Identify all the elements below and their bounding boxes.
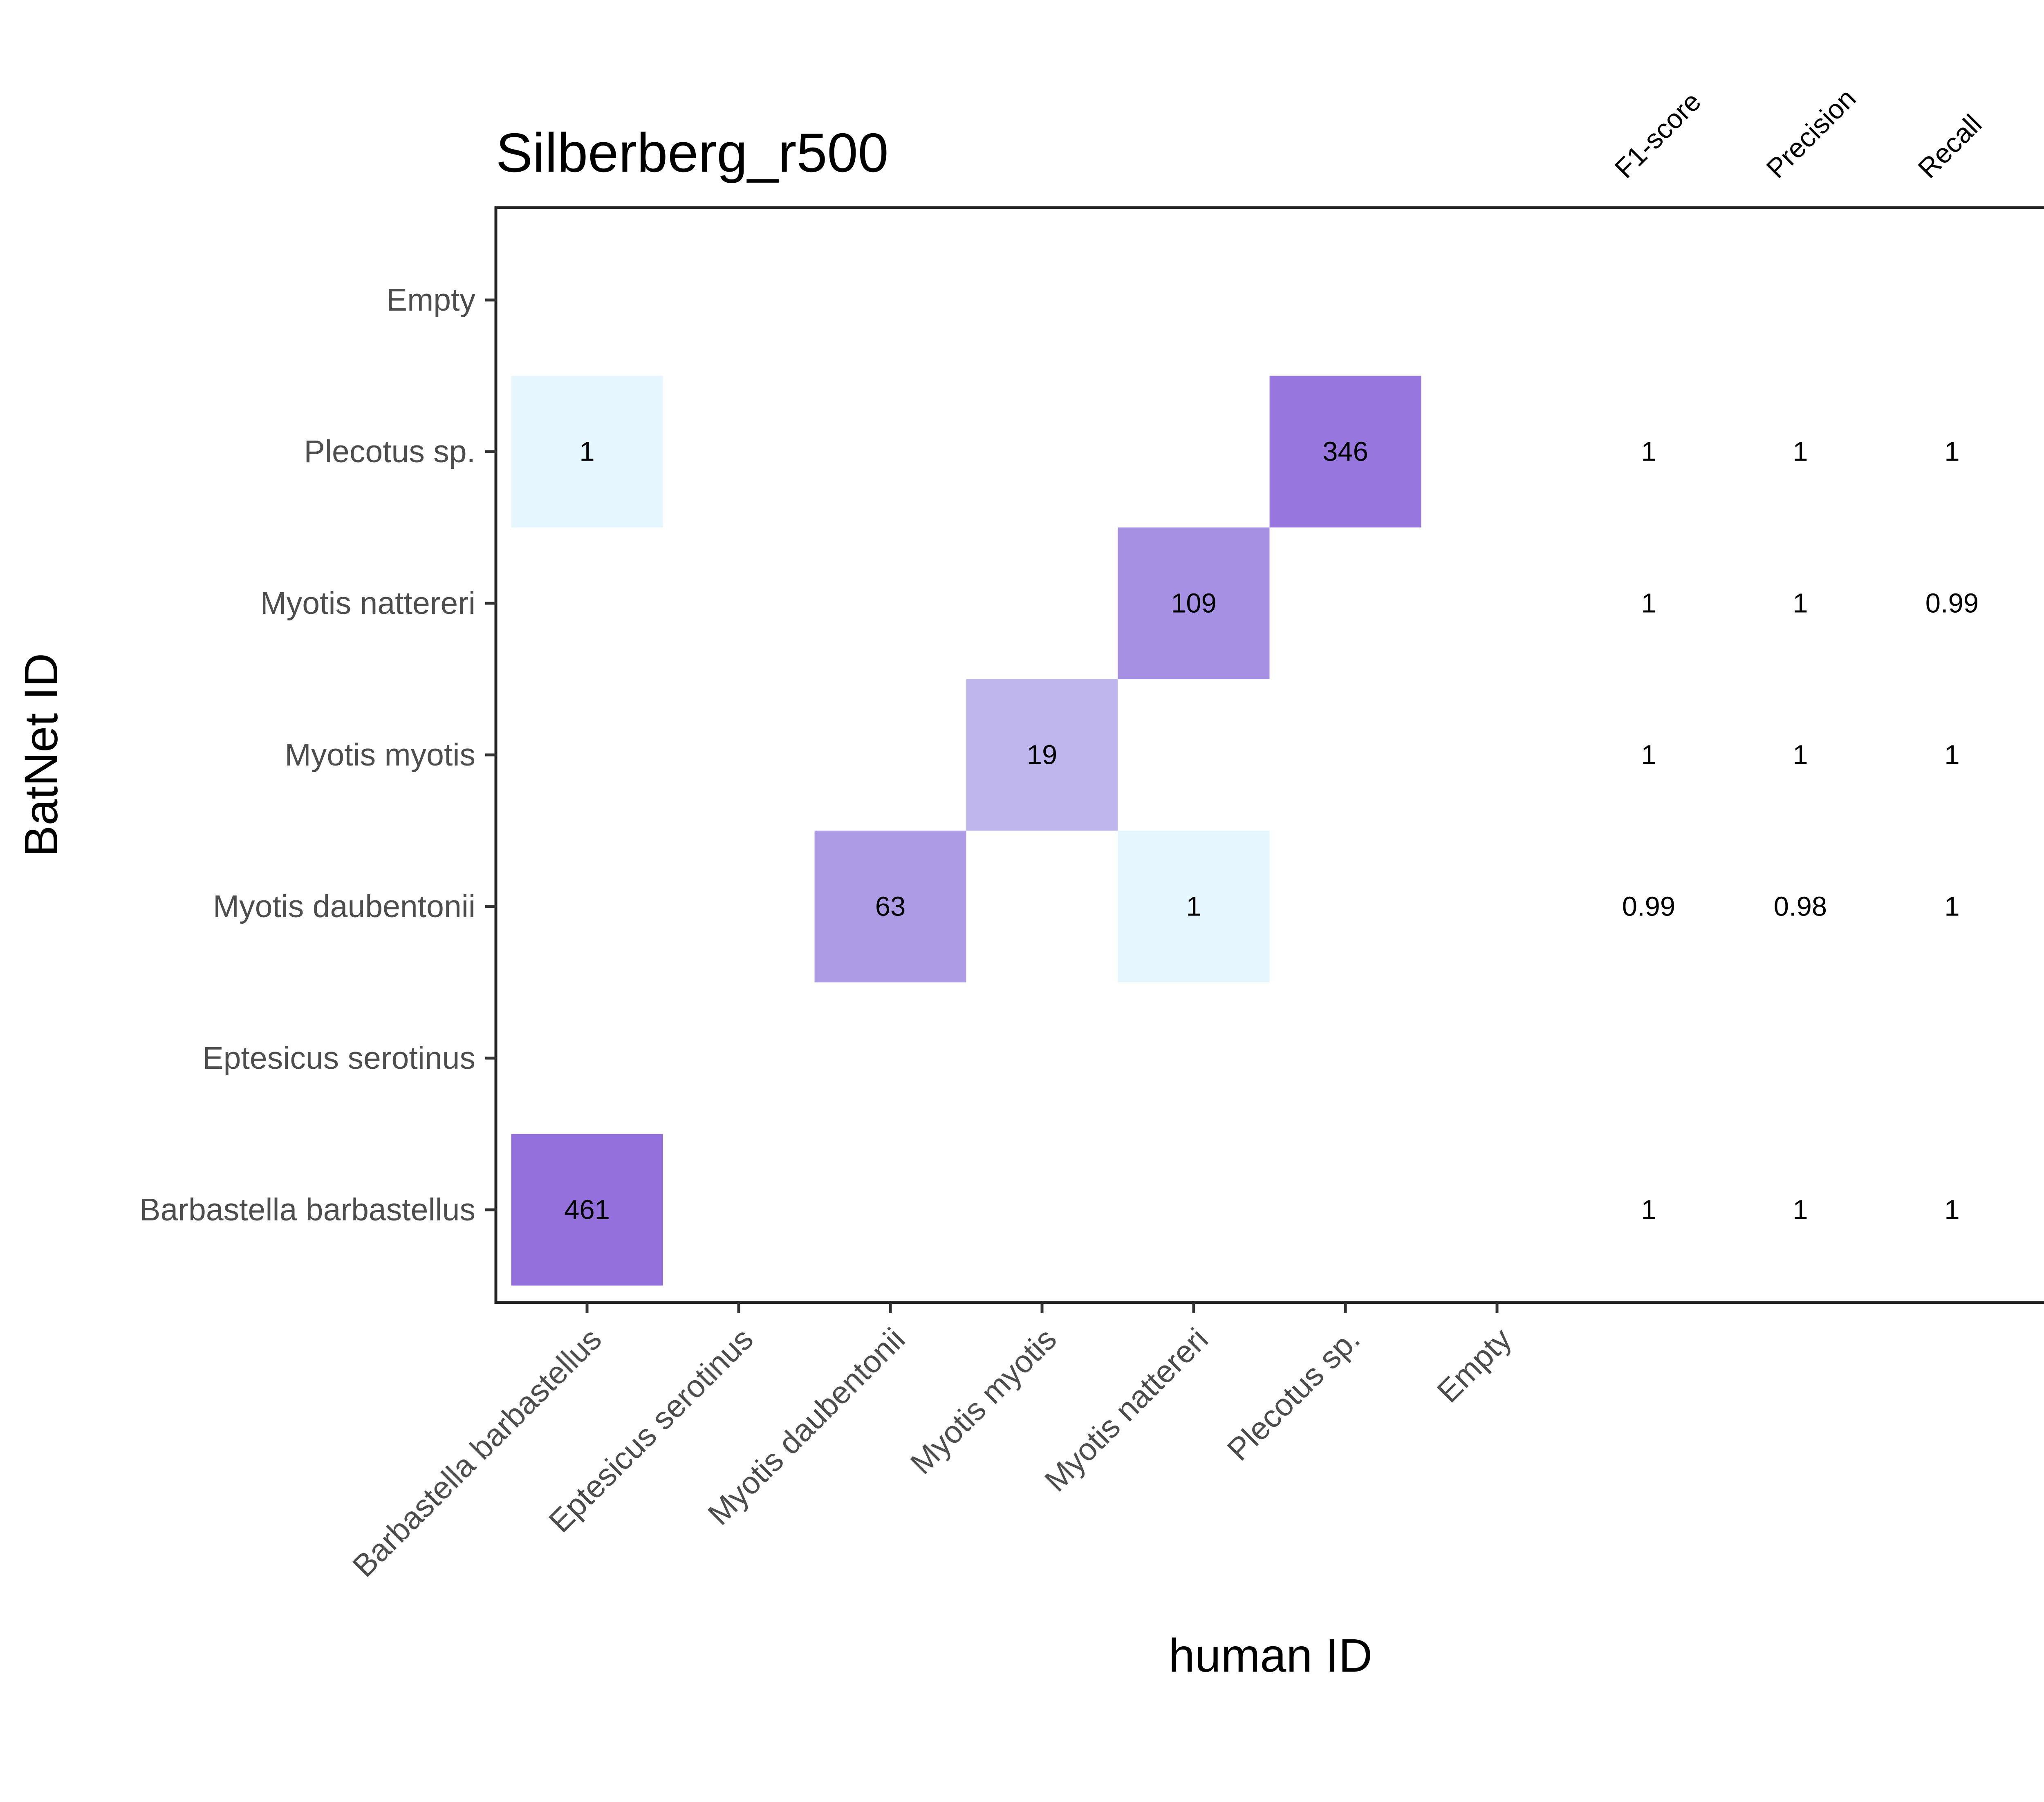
metric-value-precision: 1 (1793, 1195, 1808, 1225)
metric-value-recall: 1 (1944, 1195, 1959, 1225)
cell-value-label: 19 (1027, 740, 1058, 770)
metric-value-f1-score: 1 (1641, 437, 1656, 467)
y-tick-label: Plecotus sp. (304, 434, 475, 469)
metrics-table: F1-score Precision Recall 1 1 1 1 1 0.99 1 1 1 0.99 0… (1609, 83, 1988, 1225)
metric-value-f1-score: 0.99 (1622, 891, 1675, 922)
metric-header-f1-score: F1-score (1609, 86, 1707, 184)
metric-value-recall: 1 (1944, 437, 1959, 467)
metric-value-f1-score: 1 (1641, 1195, 1656, 1225)
metric-value-recall: 1 (1944, 891, 1959, 922)
plot-panel-border (494, 206, 2044, 1304)
x-tick-label: Myotis nattereri (1038, 1321, 1215, 1498)
x-tick-label: Barbastella barbastellus (346, 1321, 608, 1584)
cell-value-label: 346 (1322, 437, 1368, 467)
x-axis-title: human ID (1169, 1630, 1373, 1682)
metric-value-precision: 1 (1793, 740, 1808, 770)
metric-value-recall: 0.99 (1925, 588, 1979, 619)
x-tick-label: Myotis myotis (903, 1321, 1063, 1481)
heatmap-cell (511, 376, 663, 528)
y-axis: Barbastella barbastellus Eptesicus seroti… (139, 282, 496, 1227)
y-tick-label: Empty (386, 282, 476, 318)
metric-header-recall: Recall (1912, 109, 1988, 184)
y-tick-label: Barbastella barbastellus (139, 1192, 475, 1227)
y-tick-label: Myotis daubentonii (213, 889, 475, 924)
metric-value-precision: 1 (1793, 588, 1808, 619)
heatmap-cell (814, 830, 966, 983)
x-tick-label: Plecotus sp. (1221, 1321, 1367, 1467)
metric-value-f1-score: 1 (1641, 588, 1656, 619)
metric-header-precision: Precision (1761, 83, 1862, 184)
cell-value-label: 1 (1186, 891, 1201, 922)
heatmap-cell (966, 679, 1118, 831)
metric-value-precision: 0.98 (1774, 891, 1827, 922)
metric-value-f1-score: 1 (1641, 740, 1656, 770)
cell-value-label: 461 (564, 1195, 610, 1225)
cell-value-label: 1 (579, 437, 594, 467)
y-tick-label: Myotis myotis (285, 737, 475, 772)
y-tick-label: Eptesicus serotinus (202, 1041, 475, 1076)
x-tick-label: Empty (1430, 1321, 1518, 1409)
cell-value-label: 109 (1171, 588, 1217, 619)
y-tick-label: Myotis nattereri (260, 586, 475, 621)
heatmap-cell (1118, 830, 1270, 983)
heatmap-cell (511, 1134, 663, 1286)
heatmap-cell (1269, 376, 1421, 528)
metric-value-precision: 1 (1793, 437, 1808, 467)
chart-title: Silberberg_r500 (496, 122, 889, 184)
metric-value-recall: 1 (1944, 740, 1959, 770)
y-axis-title: BatNet ID (15, 653, 67, 857)
cell-value-label: 63 (875, 891, 906, 922)
heatmap-cell (1118, 527, 1270, 679)
heatmap-cells: 461 63 1 19 109 1 346 (511, 376, 1421, 1286)
